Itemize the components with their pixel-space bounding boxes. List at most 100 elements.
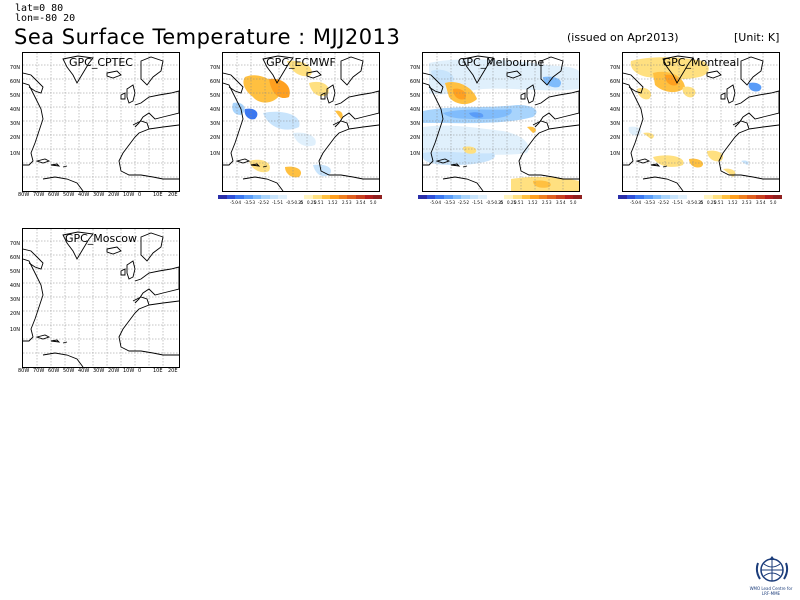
colorbar-swatch <box>356 195 365 199</box>
lat-tick-label: 50N <box>609 93 620 99</box>
colorbar-swatch <box>504 195 513 199</box>
lon-tick-label: 20E <box>168 368 178 374</box>
colorbar-swatch <box>487 195 496 199</box>
sst-anomaly-region <box>707 150 724 162</box>
lat-tick-label: 30N <box>209 121 220 127</box>
sst-anomaly-region <box>269 78 290 99</box>
colorbar-level-label: -1.5 <box>672 200 680 205</box>
coastline <box>120 260 136 280</box>
coastline <box>340 56 364 86</box>
colorbar-level-label: -1.5 <box>272 200 280 205</box>
colorbar-level-label: 3.5 <box>356 200 363 205</box>
colorbar-swatch <box>478 195 487 199</box>
colorbar-level-label: 5.0 <box>370 200 377 205</box>
colorbar-swatch <box>530 195 539 199</box>
colorbar-level-label: -2.5 <box>658 200 666 205</box>
lat-tick-label: 70N <box>409 65 420 71</box>
colorbar-swatch <box>304 195 313 199</box>
lon-tick-label: 10W <box>123 368 135 374</box>
colorbar-level-label: 1.5 <box>528 200 535 205</box>
coastline <box>748 124 779 130</box>
lon-tick-label: 20E <box>168 192 178 198</box>
colorbar-swatch <box>730 195 739 199</box>
coastline <box>534 90 579 128</box>
coastline <box>235 158 268 168</box>
colorbar-swatch <box>373 195 382 199</box>
lat-tick-label: 30N <box>9 121 20 127</box>
lon-tick-label: 0 <box>138 368 142 374</box>
colorbar-level-label: 5.0 <box>570 200 577 205</box>
lon-tick-label: 50W <box>63 368 75 374</box>
colorbar-swatch <box>418 195 427 199</box>
colorbar-swatch <box>538 195 548 199</box>
colorbar-swatch <box>235 195 244 199</box>
coastline <box>435 158 468 168</box>
coastline <box>242 176 284 191</box>
colorbar-level-label: 0 <box>300 200 303 205</box>
colorbar-level-label: 1.5 <box>728 200 735 205</box>
coastline <box>23 82 44 166</box>
sst-anomaly-region <box>463 146 477 154</box>
lon-tick-label: 60W <box>48 192 60 198</box>
coastline <box>506 70 522 79</box>
lat-tick-label: 70N <box>609 65 620 71</box>
lon-tick-label: 20W <box>108 368 120 374</box>
lon-tick-label: 70W <box>33 192 45 198</box>
lat-tick-label: 50N <box>409 93 420 99</box>
colorbar-swatch <box>495 195 505 199</box>
coastline <box>120 84 136 104</box>
lon-tick-label: 80W <box>18 192 30 198</box>
colorbar-swatch <box>426 195 436 199</box>
colorbar-swatch <box>756 195 765 199</box>
colorbar-level-label: -4 <box>237 200 241 205</box>
lat-tick-label: 70N <box>9 65 20 71</box>
colorbar-level-label: 0.5 <box>514 200 521 205</box>
colorbar-level-label: -5.0 <box>630 200 638 205</box>
lon-tick-label: 0 <box>138 192 142 198</box>
coastline <box>320 84 336 104</box>
colorbar-swatch <box>626 195 636 199</box>
lat-tick-label: 60N <box>209 79 220 85</box>
colorbar-level-label: 3 <box>349 200 352 205</box>
sst-anomaly-region <box>469 112 484 118</box>
map-panel: GPC_Montreal <box>622 52 780 192</box>
colorbar <box>418 195 582 199</box>
lat-tick-label: 40N <box>209 107 220 113</box>
colorbar-level-label: 0 <box>500 200 503 205</box>
lat-tick-label: 20N <box>609 135 620 141</box>
colorbar-swatch <box>512 195 522 199</box>
colorbar-swatch <box>547 195 556 199</box>
colorbar-swatch <box>226 195 236 199</box>
sst-anomaly-region <box>682 86 696 98</box>
colorbar-swatch <box>364 195 374 199</box>
colorbar-level-label: 1 <box>321 200 324 205</box>
colorbar-level-label: 0.5 <box>714 200 721 205</box>
colorbar-level-label: -2 <box>265 200 269 205</box>
colorbar-level-label: -4 <box>637 200 641 205</box>
colorbar-level-label: 0.5 <box>314 200 321 205</box>
coastline <box>118 296 179 356</box>
coastline <box>23 248 44 270</box>
coastline <box>462 55 494 84</box>
colorbar-swatch <box>461 195 470 199</box>
lat-tick-label: 70N <box>9 241 20 247</box>
colorbar-level-label: 1 <box>521 200 524 205</box>
coastline <box>718 120 779 180</box>
sst-anomaly-region <box>423 151 495 165</box>
coastline <box>106 70 122 79</box>
lat-tick-label: 30N <box>409 121 420 127</box>
lat-tick-label: 20N <box>409 135 420 141</box>
logo-caption: WMO Lead Centre for LRF-MME <box>749 586 793 596</box>
colorbar-swatch <box>687 195 696 199</box>
colorbar-level-label: -2.5 <box>258 200 266 205</box>
colorbar-level-label: -3.5 <box>644 200 652 205</box>
map-panel: GPC_ECMWF <box>222 52 380 192</box>
colorbar-swatch <box>443 195 453 199</box>
colorbar-level-label: -4 <box>437 200 441 205</box>
colorbar-swatch <box>218 195 227 199</box>
colorbar-level-label: 2 <box>735 200 738 205</box>
colorbar-swatch <box>573 195 582 199</box>
colorbar-swatch <box>556 195 565 199</box>
colorbar-level-label: 2.5 <box>742 200 749 205</box>
unit-label: [Unit: K] <box>734 31 780 44</box>
